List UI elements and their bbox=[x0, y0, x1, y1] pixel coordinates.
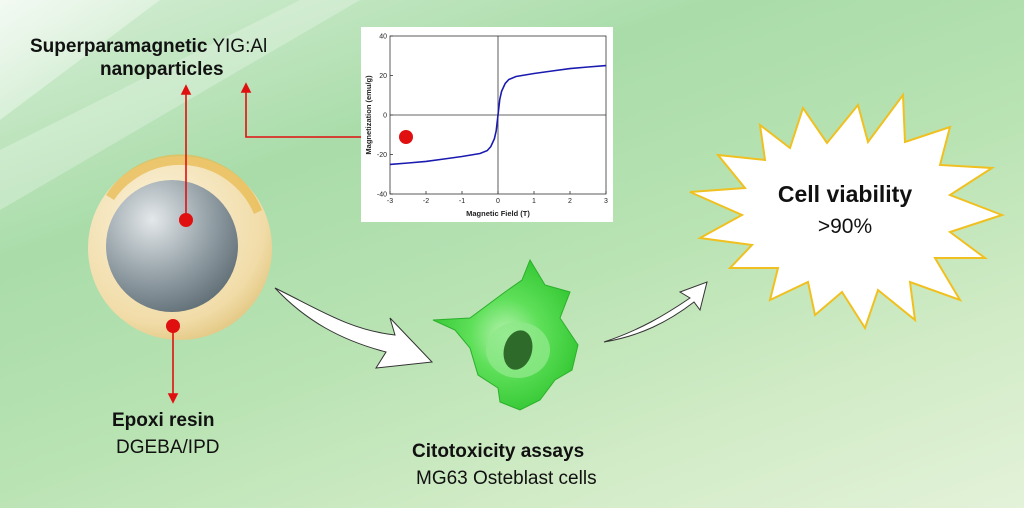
x-tick-label: -2 bbox=[423, 198, 429, 205]
background-stripes bbox=[0, 0, 360, 210]
y-tick-label: -40 bbox=[377, 192, 387, 199]
y-axis-label: Magnetization (emu/g) bbox=[364, 75, 373, 155]
x-tick-label: -1 bbox=[459, 198, 465, 205]
viability-title: Cell viability bbox=[778, 181, 912, 207]
viability-value: >90% bbox=[818, 215, 872, 238]
x-axis-label: Magnetic Field (T) bbox=[466, 209, 530, 218]
viability-starburst bbox=[689, 92, 1005, 331]
resin-title: Epoxi resin bbox=[112, 410, 214, 431]
x-tick-label: -3 bbox=[387, 198, 393, 205]
assay-title: Citotoxicity assays bbox=[412, 441, 584, 462]
marker-dot-shell bbox=[166, 319, 180, 333]
x-tick-label: 2 bbox=[568, 198, 572, 205]
resin-subtitle: DGEBA/IPD bbox=[116, 437, 219, 458]
nanoparticle-core bbox=[106, 180, 238, 312]
marker-dot-core bbox=[179, 213, 193, 227]
y-tick-label: 20 bbox=[379, 73, 387, 80]
x-tick-label: 0 bbox=[496, 198, 500, 205]
cell-nucleus bbox=[503, 330, 533, 370]
y-tick-label: 40 bbox=[379, 34, 387, 41]
magnetization-chart: -3 -2 -1 0 1 2 3 -40 -20 0 20 40 Magnetic Field (T)… bbox=[361, 27, 613, 222]
curved-arrow-to-cell bbox=[274, 287, 434, 369]
chart-background bbox=[361, 27, 613, 222]
y-tick-label: -20 bbox=[377, 152, 387, 159]
core-shell-particle bbox=[88, 154, 272, 340]
assay-subtitle: MG63 Osteblast cells bbox=[416, 468, 597, 489]
osteoblast-cell bbox=[432, 258, 579, 411]
curved-arrow-to-viability bbox=[603, 281, 708, 343]
nanoparticles-label-line1: Superparamagnetic YIG:Al bbox=[30, 36, 267, 57]
marker-dot-chart bbox=[399, 130, 413, 144]
y-tick-label: 0 bbox=[383, 113, 387, 120]
magnetization-curve bbox=[389, 64, 607, 166]
connectors bbox=[167, 82, 406, 404]
nanoparticles-label-line2: nanoparticles bbox=[100, 59, 224, 80]
x-tick-label: 3 bbox=[604, 198, 608, 205]
x-tick-label: 1 bbox=[532, 198, 536, 205]
